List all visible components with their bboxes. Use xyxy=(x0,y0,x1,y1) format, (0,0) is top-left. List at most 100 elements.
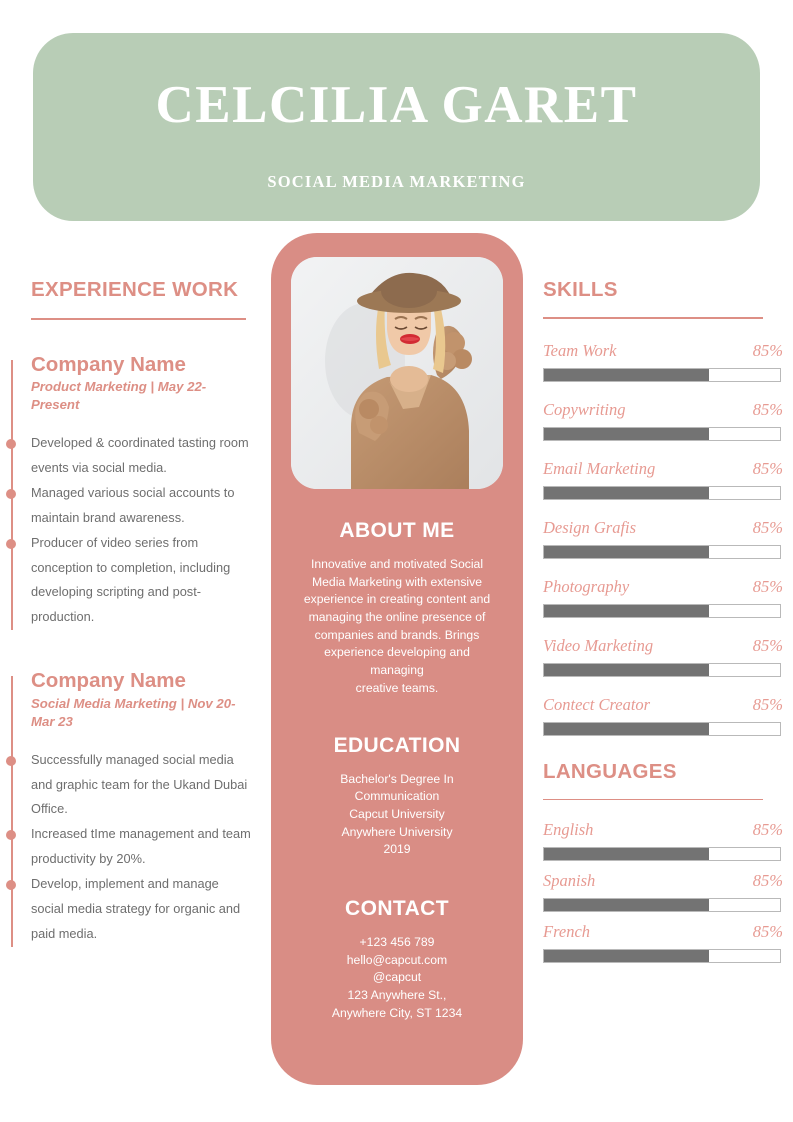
job-role-dates: Social Media Marketing | Nov 20-Mar 23 xyxy=(31,695,236,729)
experience-section-title: EXPERIENCE WORK xyxy=(31,278,239,301)
skill-bar-track xyxy=(543,544,781,559)
skill-percent: 85% xyxy=(752,635,783,655)
contact-phone: +123 456 789 xyxy=(359,934,435,949)
skill-head: Video Marketing 85% xyxy=(543,636,783,656)
skills-title-rule xyxy=(543,317,763,319)
skill-row: Team Work 85% xyxy=(543,341,783,382)
skills-list: Team Work 85% Copywriting 85% Email Ma xyxy=(543,341,783,736)
job-entry: Company Name Social Media Marketing | No… xyxy=(0,669,262,948)
job-bullet: Increased tIme management and team produ… xyxy=(6,822,253,872)
profile-card: ABOUT ME Innovative and motivated Social… xyxy=(271,233,523,1085)
skill-label: Video Marketing xyxy=(543,635,654,655)
skill-bar-fill xyxy=(544,722,710,735)
skill-head: Contect Creator 85% xyxy=(543,695,783,715)
skill-percent: 85% xyxy=(752,458,783,478)
skill-bar-fill xyxy=(544,368,710,381)
skill-label: Team Work xyxy=(543,340,617,360)
skill-label: Copywriting xyxy=(543,399,626,419)
language-bar-fill xyxy=(544,950,710,963)
job-bullet: Develop, implement and manage social med… xyxy=(6,872,253,947)
skill-head: Photography 85% xyxy=(543,577,783,597)
language-row: English 85% xyxy=(543,820,783,862)
avatar xyxy=(291,257,503,489)
skill-bar-fill xyxy=(544,604,710,617)
language-percent: 85% xyxy=(752,820,783,840)
contact-email: hello@capcut.com xyxy=(346,952,448,967)
education-line: 2019 xyxy=(383,842,411,857)
skills-section-title: SKILLS xyxy=(543,278,618,301)
education-line: Bachelor's Degree In Communication xyxy=(340,771,454,804)
about-line: experience in creating content and xyxy=(303,592,491,607)
language-head: French 85% xyxy=(543,922,783,942)
skill-row: Copywriting 85% xyxy=(543,400,783,441)
job-company-name: Company Name xyxy=(31,669,186,693)
language-row: Spanish 85% xyxy=(543,871,783,913)
about-line: managing the online presence of xyxy=(308,610,486,625)
language-head: English 85% xyxy=(543,820,783,840)
language-bar-track xyxy=(543,847,781,862)
skill-head: Team Work 85% xyxy=(543,341,783,361)
job-bullet-list: Developed & coordinated tasting room eve… xyxy=(6,431,262,631)
contact-address-line: Anywhere City, ST 1234 xyxy=(331,1005,463,1020)
timeline-line xyxy=(11,676,13,948)
skill-head: Email Marketing 85% xyxy=(543,459,783,479)
about-line: Media Marketing with extensive xyxy=(311,574,483,589)
about-text: Innovative and motivated Social Media Ma… xyxy=(291,556,503,698)
candidate-name: CELCILIA GARET xyxy=(155,75,638,134)
experience-title-rule xyxy=(31,318,246,320)
language-head: Spanish 85% xyxy=(543,871,783,891)
contact-address-line: 123 Anywhere St., xyxy=(347,988,447,1002)
job-bullet: Successfully managed social media and gr… xyxy=(6,748,253,823)
skill-bar-track xyxy=(543,721,781,736)
contact-handle: @capcut xyxy=(372,970,422,985)
language-label: French xyxy=(543,922,591,942)
skill-row: Design Grafis 85% xyxy=(543,518,783,559)
job-role-dates: Product Marketing | May 22-Present xyxy=(31,379,207,412)
skill-label: Photography xyxy=(543,576,630,596)
candidate-role: SOCIAL MEDIA MARKETING xyxy=(267,171,526,191)
job-bullet-list: Successfully managed social media and gr… xyxy=(6,748,262,948)
language-percent: 85% xyxy=(752,922,783,942)
skill-head: Design Grafis 85% xyxy=(543,518,783,538)
header-banner: CELCILIA GARET SOCIAL MEDIA MARKETING xyxy=(33,33,760,221)
about-line: creative teams. xyxy=(355,680,439,695)
skill-bar-fill xyxy=(544,663,710,676)
skill-percent: 85% xyxy=(752,694,783,714)
language-row: French 85% xyxy=(543,922,783,964)
languages-list: English 85% Spanish 85% xyxy=(543,820,783,964)
contact-heading: CONTACT xyxy=(345,896,449,920)
skill-bar-fill xyxy=(544,486,710,499)
languages-title-rule xyxy=(543,798,763,801)
education-line: Capcut University xyxy=(349,806,445,821)
skill-label: Email Marketing xyxy=(543,458,656,478)
education-line: Anywhere University xyxy=(341,824,453,839)
language-bar-track xyxy=(543,898,781,913)
about-line: companies and brands. Brings xyxy=(314,627,480,642)
skill-bar-fill xyxy=(544,427,710,440)
contact-text: +123 456 789 hello@capcut.com @capcut 12… xyxy=(291,934,503,1022)
language-bar-track xyxy=(543,949,781,964)
languages-section-title: LANGUAGES xyxy=(543,759,677,783)
skill-row: Photography 85% xyxy=(543,577,783,618)
skill-percent: 85% xyxy=(752,517,783,537)
skill-row: Video Marketing 85% xyxy=(543,636,783,677)
job-bullet: Managed various social accounts to maint… xyxy=(6,481,253,531)
language-bar-fill xyxy=(544,899,710,912)
language-label: English xyxy=(543,820,594,840)
skill-bar-track xyxy=(543,485,781,500)
about-heading: ABOUT ME xyxy=(339,519,455,542)
job-entry: Company Name Product Marketing | May 22-… xyxy=(0,353,262,631)
language-bar-fill xyxy=(544,848,710,861)
about-line: experience developing and managing xyxy=(324,645,470,678)
skill-percent: 85% xyxy=(752,340,783,360)
job-bullet: Producer of video series from conception… xyxy=(6,531,253,631)
skill-bar-track xyxy=(543,603,781,618)
skill-label: Contect Creator xyxy=(543,694,651,714)
skill-bar-track xyxy=(543,662,781,677)
skill-percent: 85% xyxy=(752,399,783,419)
language-label: Spanish xyxy=(543,871,596,891)
skill-percent: 85% xyxy=(752,576,783,596)
skill-label: Design Grafis xyxy=(543,517,637,537)
skill-head: Copywriting 85% xyxy=(543,400,783,420)
skill-row: Email Marketing 85% xyxy=(543,459,783,500)
